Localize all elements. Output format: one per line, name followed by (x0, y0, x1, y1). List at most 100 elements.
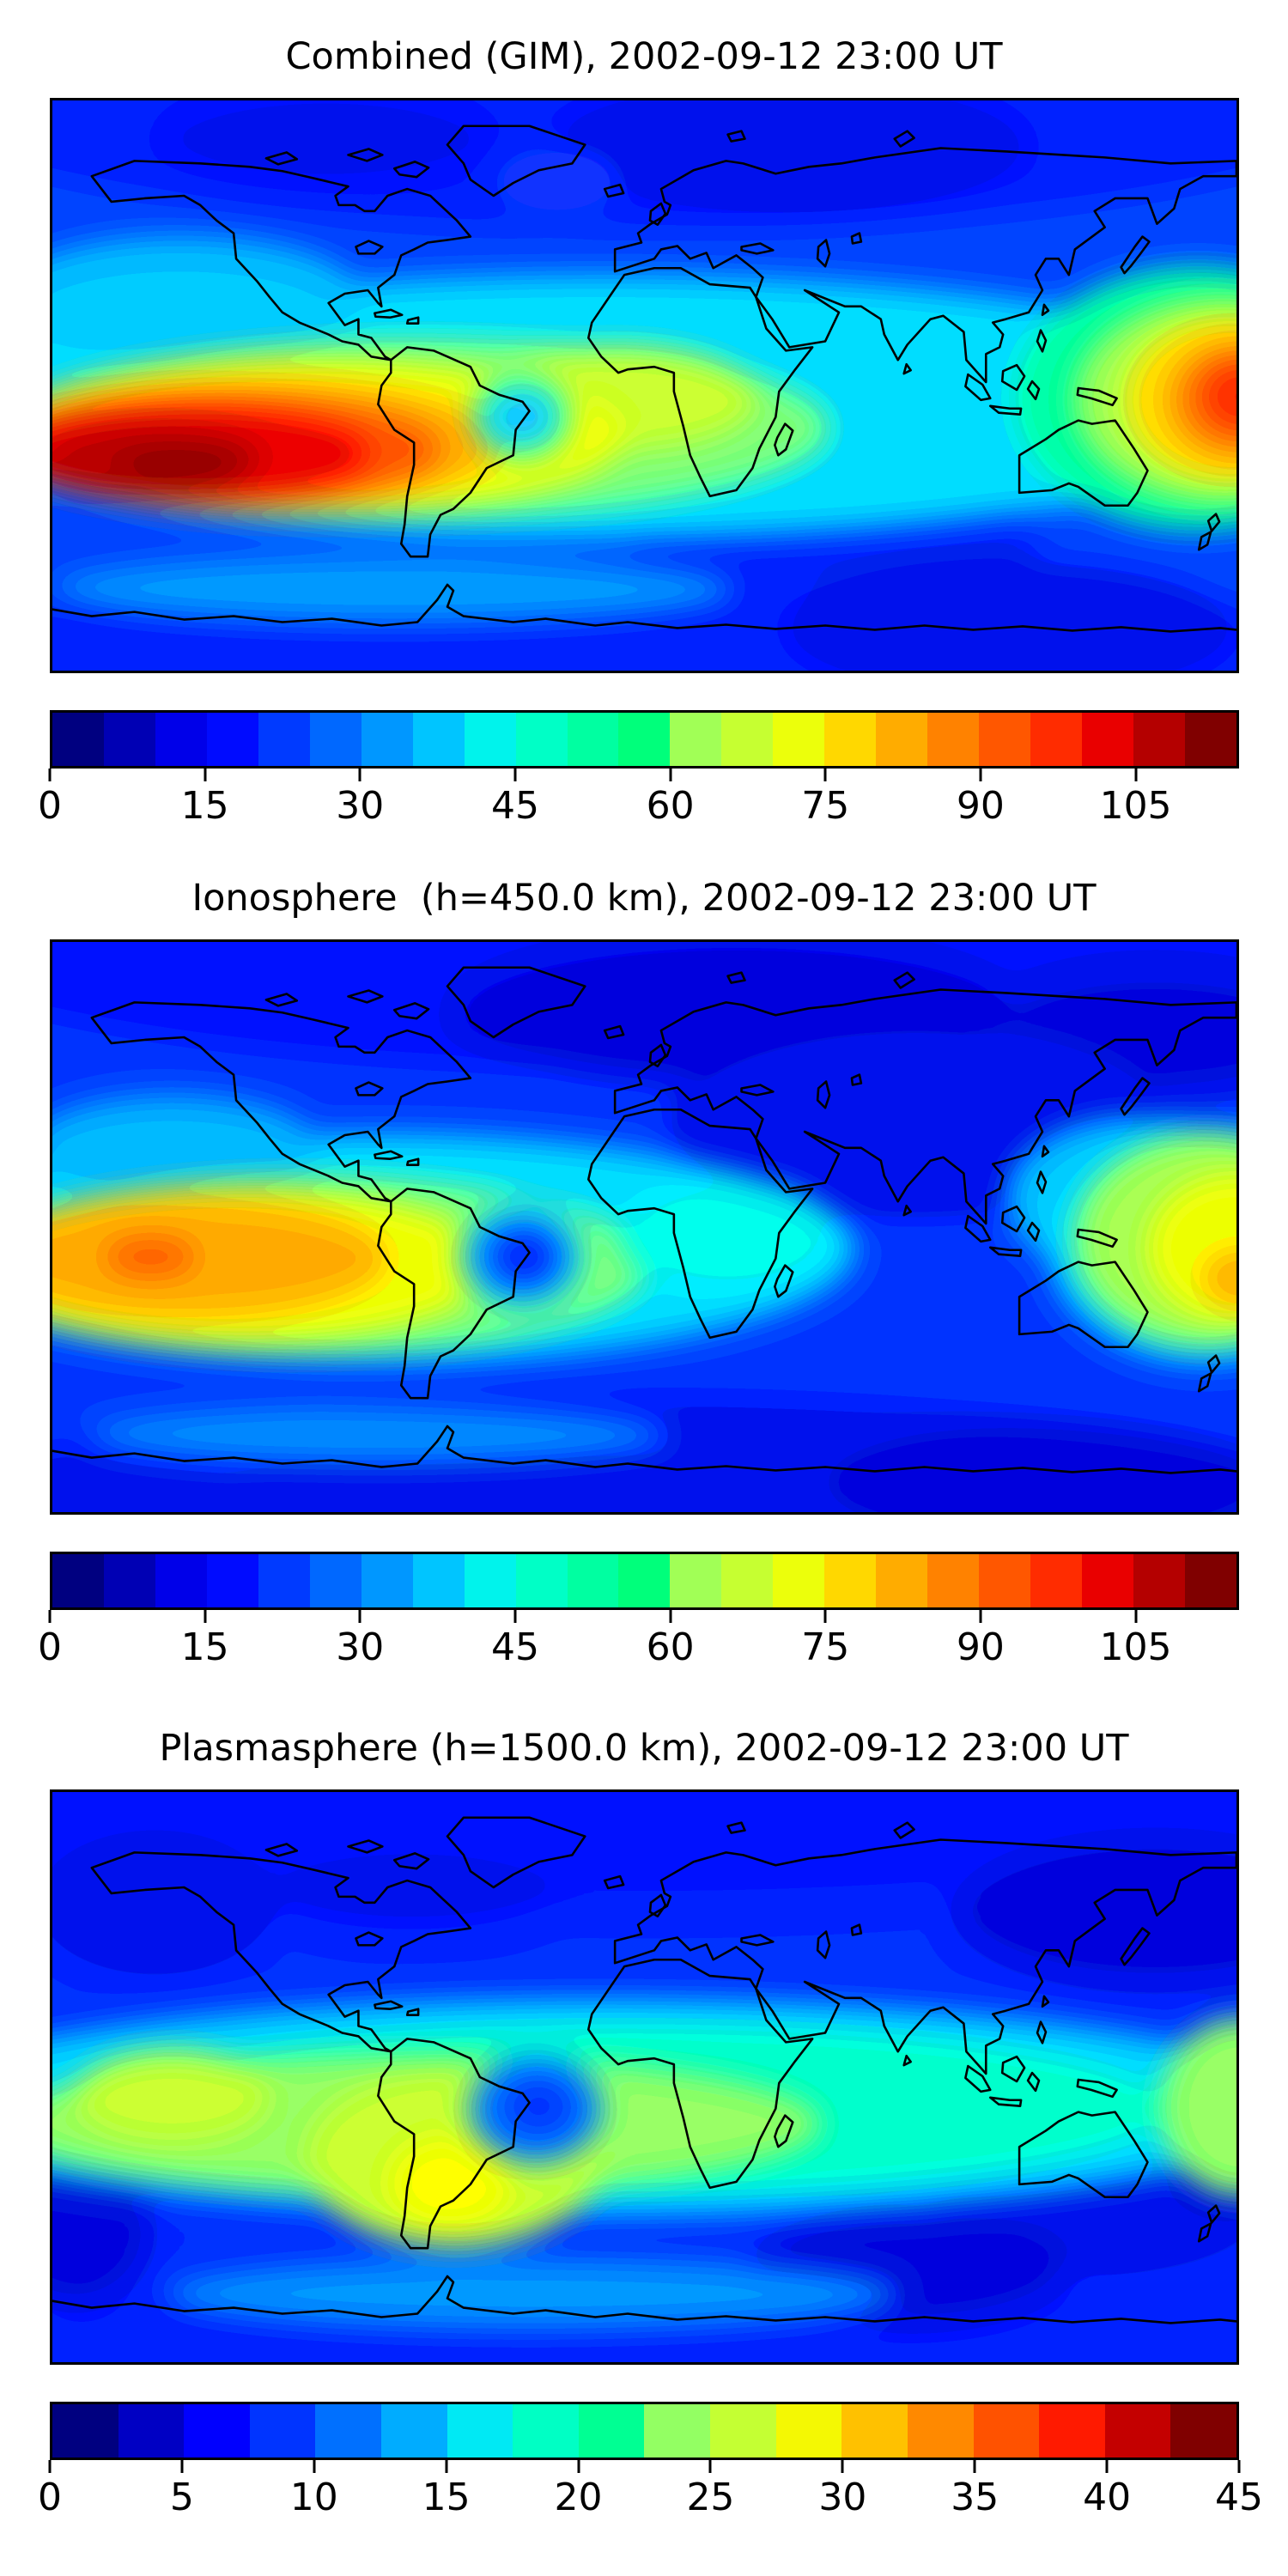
colorbar-tick-label: 60 (646, 784, 695, 828)
colorbar-tick (708, 2460, 712, 2473)
colorbar-segment (876, 713, 928, 766)
colorbar-segment (515, 1554, 568, 1607)
colorbar-segment (1039, 2404, 1105, 2458)
colorbar-segment (464, 1554, 516, 1607)
colorbar-segment (155, 713, 207, 766)
colorbar-tick (204, 1610, 207, 1623)
colorbar-segment (979, 713, 1031, 766)
colorbar-tick (1105, 2460, 1109, 2473)
colorbar-segment (670, 1554, 722, 1607)
colorbar-segment (513, 2404, 579, 2458)
panel-combined: Combined (GIM), 2002-09-12 23:00 UT (0, 0, 1288, 859)
colorbar-ticks-combined: 0 15 30 45 60 75 90 105 (38, 769, 1239, 872)
colorbar-segment (824, 1554, 877, 1607)
colorbar-tick-label: 0 (38, 1625, 62, 1669)
colorbar-tick (823, 1610, 827, 1623)
colorbar-segment (979, 1554, 1031, 1607)
colorbar-segment (118, 2404, 185, 2458)
colorbar-tick-label: 105 (1099, 1625, 1172, 1669)
colorbar-segment (52, 713, 104, 766)
colorbar-segment (773, 1554, 825, 1607)
colorbar-segment (184, 2404, 250, 2458)
tec-field-plasmasphere (52, 1792, 1236, 2362)
map-combined (50, 98, 1239, 673)
colorbar-tick-label: 45 (490, 1625, 539, 1669)
tec-field-ionosphere (52, 942, 1236, 1512)
colorbar-segment (315, 2404, 382, 2458)
colorbar-tick (823, 769, 827, 781)
colorbar-tick-label: 15 (422, 2476, 471, 2519)
colorbar-tick (669, 769, 672, 781)
tec-map-combined (52, 100, 1236, 671)
colorbar-segment (670, 713, 722, 766)
colorbar-segment (927, 713, 980, 766)
colorbar-tick (979, 1610, 982, 1623)
panel-ionosphere: Ionosphere (h=450.0 km), 2002-09-12 23:0… (0, 859, 1288, 1717)
colorbar-tick (358, 1610, 361, 1623)
colorbar-segment (1030, 713, 1083, 766)
colorbar-tick (669, 1610, 672, 1623)
colorbar-segment (412, 713, 465, 766)
colorbar-ionosphere (50, 1552, 1239, 1610)
colorbar-segment (447, 2404, 513, 2458)
colorbar-segment (381, 2404, 447, 2458)
tec-map-plasmasphere (52, 1792, 1236, 2362)
colorbar-segment (1170, 2404, 1236, 2458)
colorbar-tick-label: 15 (180, 784, 229, 828)
colorbar-tick (1134, 1610, 1138, 1623)
colorbar-segment (567, 1554, 619, 1607)
colorbar-segment (52, 1554, 104, 1607)
colorbar-tick-label: 30 (336, 1625, 385, 1669)
colorbar-segment (206, 1554, 258, 1607)
colorbar-segment (1030, 1554, 1083, 1607)
colorbar-segment (464, 713, 516, 766)
colorbar-segment (1082, 713, 1134, 766)
colorbar-segment (309, 1554, 361, 1607)
panel-title-plasmasphere: Plasmasphere (h=1500.0 km), 2002-09-12 2… (159, 1727, 1129, 1770)
colorbar-segment (567, 713, 619, 766)
colorbar-ticks-ionosphere: 0 15 30 45 60 75 90 105 (38, 1610, 1239, 1713)
colorbar-tick (513, 769, 517, 781)
colorbar-tick-label: 40 (1083, 2476, 1132, 2519)
panel-title-ionosphere: Ionosphere (h=450.0 km), 2002-09-12 23:0… (191, 877, 1097, 920)
colorbar-tick-label: 105 (1099, 784, 1172, 828)
colorbar-segment (1082, 1554, 1134, 1607)
colorbar-segment (907, 2404, 974, 2458)
colorbar-tick-label: 0 (38, 784, 62, 828)
colorbar-segment (578, 2404, 645, 2458)
colorbar-tick-label: 45 (490, 784, 539, 828)
colorbar-tick (1134, 769, 1138, 781)
colorbar-tick-label: 30 (818, 2476, 867, 2519)
colorbar-segment (775, 2404, 842, 2458)
colorbar-segment (721, 713, 774, 766)
colorbar-tick (513, 1610, 517, 1623)
colorbar-tick-label: 90 (956, 784, 1005, 828)
colorbar-segment (412, 1554, 465, 1607)
colorbar-segment (1184, 713, 1236, 766)
tec-field-combined (52, 100, 1236, 671)
colorbar-tick-label: 60 (646, 1625, 695, 1669)
colorbar-segment (841, 2404, 908, 2458)
colorbar-tick (979, 769, 982, 781)
colorbar-segment (721, 1554, 774, 1607)
colorbar-segment (1184, 1554, 1236, 1607)
colorbar-tick (48, 769, 52, 781)
colorbar-tick (445, 2460, 448, 2473)
colorbar-segment (155, 1554, 207, 1607)
colorbar-segment (644, 2404, 711, 2458)
colorbar-segment (361, 1554, 413, 1607)
colorbar-segment (973, 2404, 1040, 2458)
map-ionosphere (50, 939, 1239, 1515)
colorbar-tick-label: 90 (956, 1625, 1005, 1669)
colorbar-segment (618, 1554, 671, 1607)
colorbar-segment (361, 713, 413, 766)
panel-title-combined: Combined (GIM), 2002-09-12 23:00 UT (285, 35, 1003, 78)
colorbar-segment (618, 713, 671, 766)
colorbar-segment (710, 2404, 776, 2458)
colorbar-tick (973, 2460, 976, 2473)
colorbar-tick-label: 45 (1215, 2476, 1263, 2519)
colorbar-segment (1133, 713, 1185, 766)
colorbar-tick (48, 1610, 52, 1623)
colorbar-tick-label: 75 (801, 784, 850, 828)
